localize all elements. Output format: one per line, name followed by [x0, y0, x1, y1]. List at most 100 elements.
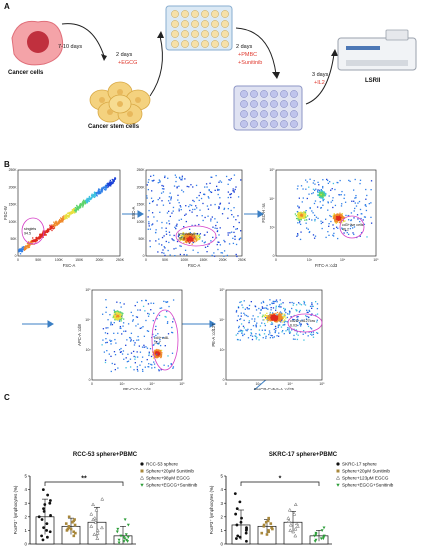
- event-dot: [260, 308, 262, 311]
- event-dot: [62, 219, 64, 221]
- event-dot: [271, 313, 273, 316]
- event-dot: [120, 327, 122, 330]
- event-dot: [110, 370, 112, 373]
- event-dot: [109, 183, 112, 186]
- event-dot: [151, 212, 154, 214]
- event-dot: [299, 303, 301, 305]
- event-dot: [337, 218, 340, 220]
- chart2-legend-label: SKRC-17 sphere: [342, 462, 377, 467]
- event-dot: [111, 178, 113, 181]
- event-dot: [198, 234, 200, 236]
- event-dot: [281, 331, 283, 333]
- event-dot: [279, 315, 281, 317]
- event-dot: [76, 209, 78, 211]
- event-dot: [36, 238, 39, 240]
- event-dot: [214, 218, 216, 220]
- event-dot: [21, 246, 23, 248]
- event-dot: [157, 356, 160, 358]
- event-dot: [100, 188, 103, 190]
- event-dot: [269, 332, 271, 334]
- event-dot: [274, 314, 277, 317]
- event-dot: [161, 184, 163, 187]
- event-dot: [158, 351, 160, 353]
- plot1-xtick: 50K: [35, 258, 42, 262]
- event-dot: [139, 309, 141, 311]
- event-dot: [181, 189, 183, 191]
- event-dot: [354, 197, 356, 199]
- plot4-gate-value: 11.7: [154, 341, 161, 345]
- chart1-point: [74, 531, 77, 535]
- event-dot: [246, 307, 248, 309]
- event-dot: [158, 314, 161, 317]
- plot4-xtick: 10⁵: [179, 382, 185, 386]
- event-dot: [87, 200, 89, 202]
- chart1-point: [67, 515, 71, 519]
- event-dot: [299, 223, 302, 226]
- event-dot: [61, 220, 63, 223]
- plot3-ytick: 0: [273, 254, 275, 258]
- event-dot: [196, 207, 198, 209]
- event-dot: [194, 237, 196, 240]
- event-dot: [350, 225, 352, 227]
- plot5-gate: [287, 313, 323, 333]
- event-dot: [123, 303, 125, 305]
- event-dot: [180, 236, 182, 239]
- event-dot: [301, 212, 303, 215]
- event-dot: [105, 338, 107, 340]
- event-dot: [172, 210, 174, 212]
- event-dot: [103, 188, 106, 191]
- chart1-point: [100, 496, 105, 501]
- event-dot: [63, 218, 65, 220]
- event-dot: [108, 183, 110, 186]
- event-dot: [295, 217, 298, 220]
- chart1-ytick-label: 5: [25, 474, 28, 479]
- event-dot: [109, 183, 111, 186]
- event-dot: [184, 178, 186, 180]
- event-dot: [179, 253, 182, 256]
- event-dot: [91, 193, 93, 195]
- event-dot: [129, 337, 132, 339]
- event-dot: [163, 188, 165, 190]
- event-dot: [286, 328, 289, 331]
- event-dot: [162, 336, 164, 339]
- event-dot: [281, 318, 283, 320]
- event-dot: [240, 315, 242, 317]
- event-dot: [134, 356, 137, 358]
- event-dot: [319, 195, 322, 197]
- event-dot: [223, 208, 225, 211]
- event-dot: [115, 313, 118, 315]
- event-dot: [282, 321, 284, 323]
- event-dot: [56, 222, 58, 225]
- event-dot: [121, 314, 123, 316]
- event-dot: [155, 352, 157, 354]
- event-dot: [119, 327, 121, 329]
- event-dot: [172, 366, 175, 368]
- event-dot: [159, 350, 161, 353]
- event-dot: [178, 219, 180, 221]
- event-dot: [97, 193, 99, 195]
- event-dot: [117, 367, 119, 369]
- event-dot: [65, 214, 67, 216]
- event-dot: [162, 204, 165, 206]
- event-dot: [268, 316, 270, 318]
- event-dot: [339, 216, 342, 219]
- event-dot: [120, 347, 122, 350]
- event-dot: [365, 198, 367, 200]
- event-dot: [185, 233, 187, 235]
- event-dot: [218, 189, 220, 191]
- event-dot: [31, 240, 33, 243]
- event-dot: [238, 238, 241, 241]
- chart2-point: [269, 522, 273, 525]
- event-dot: [284, 315, 286, 317]
- event-dot: [166, 212, 169, 214]
- event-dot: [74, 206, 76, 209]
- event-dot: [335, 222, 337, 224]
- event-dot: [197, 235, 199, 237]
- event-dot: [45, 230, 48, 232]
- event-dot: [190, 184, 192, 186]
- chart1-point: [45, 529, 49, 532]
- event-dot: [273, 302, 275, 304]
- event-dot: [156, 341, 158, 343]
- event-dot: [40, 233, 42, 235]
- event-dot: [266, 315, 268, 317]
